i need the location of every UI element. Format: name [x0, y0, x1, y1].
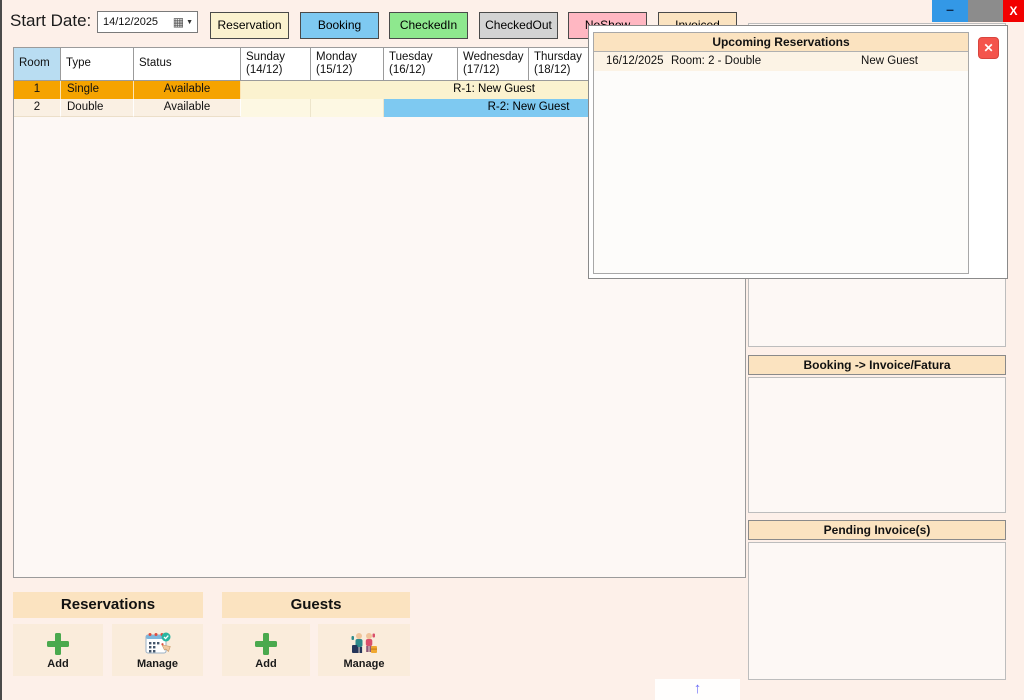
- maximize-button[interactable]: [968, 0, 1003, 22]
- button-label: Add: [255, 657, 277, 670]
- popup-close-button[interactable]: ✕: [978, 37, 999, 59]
- window-left-border: [0, 0, 2, 700]
- column-header-monday: Monday (15/12): [311, 48, 384, 81]
- day-cell[interactable]: [311, 99, 384, 117]
- room-number-cell[interactable]: 2: [14, 99, 61, 117]
- column-header-status: Status: [134, 48, 241, 81]
- room-schedule-panel: Room Type Status Sunday (14/12) Monday (15…: [13, 47, 747, 578]
- manage-reservations-button[interactable]: Manage: [112, 624, 203, 676]
- upcoming-reservations-popup: Upcoming Reservations 16/12/2025 Room: 2…: [588, 25, 1008, 279]
- add-reservation-button[interactable]: Add: [13, 624, 103, 676]
- column-header-tuesday: Tuesday (16/12): [384, 48, 458, 81]
- list-item[interactable]: 16/12/2025 Room: 2 - Double New Guest: [594, 52, 968, 71]
- plus-icon: [47, 632, 69, 655]
- up-arrow-icon: ↑: [693, 680, 702, 697]
- minimize-button[interactable]: –: [932, 0, 968, 22]
- button-label: Manage: [343, 657, 385, 670]
- column-header-sunday: Sunday (14/12): [241, 48, 311, 81]
- popup-title: Upcoming Reservations: [594, 33, 968, 52]
- plus-icon: [255, 632, 277, 655]
- scroll-up-button[interactable]: ↑: [655, 679, 740, 700]
- close-button[interactable]: X: [1003, 0, 1024, 22]
- schedule-header-row: Room Type Status Sunday (14/12) Monday (15…: [14, 48, 745, 81]
- pending-invoices-header: Pending Invoice(s): [748, 520, 1006, 540]
- room-status-cell[interactable]: Available: [134, 81, 241, 99]
- reservations-section-header: Reservations: [13, 592, 203, 618]
- add-guest-button[interactable]: Add: [222, 624, 310, 676]
- booking-invoice-header: Booking -> Invoice/Fatura: [748, 355, 1006, 375]
- legend-booking-button[interactable]: Booking: [300, 12, 379, 39]
- pending-invoices-list: [748, 542, 1006, 680]
- guests-section-header: Guests: [222, 592, 410, 618]
- guests-icon: [351, 632, 377, 653]
- calendar-manage-icon: [145, 632, 171, 653]
- room-type-cell[interactable]: Double: [61, 99, 134, 117]
- upcoming-reservations-list: Upcoming Reservations 16/12/2025 Room: 2…: [593, 32, 969, 274]
- legend-checkedin-button[interactable]: CheckedIn: [389, 12, 468, 39]
- start-date-picker[interactable]: 14/12/2025 ▦ ▼: [97, 11, 198, 33]
- chevron-down-icon[interactable]: ▼: [186, 18, 193, 26]
- start-date-value[interactable]: 14/12/2025: [103, 16, 159, 28]
- room-number-cell[interactable]: 1: [14, 81, 61, 99]
- reservation-room: Room: 2 - Double: [671, 55, 762, 67]
- legend-reservation-button[interactable]: Reservation: [210, 12, 289, 39]
- calendar-icon: ▦: [172, 15, 185, 29]
- column-header-wednesday: Wednesday (17/12): [458, 48, 529, 81]
- button-label: Add: [47, 657, 69, 670]
- booking-invoice-list: [748, 377, 1006, 513]
- room-status-cell[interactable]: Available: [134, 99, 241, 117]
- legend-checkedout-button[interactable]: CheckedOut: [479, 12, 558, 39]
- button-label: Manage: [137, 657, 178, 670]
- manage-guests-button[interactable]: Manage: [318, 624, 410, 676]
- column-header-room: Room: [14, 48, 61, 81]
- reservation-date: 16/12/2025: [606, 55, 664, 67]
- room-type-cell[interactable]: Single: [61, 81, 134, 99]
- column-header-type: Type: [61, 48, 134, 81]
- start-date-label: Start Date:: [10, 11, 92, 30]
- day-cell[interactable]: [241, 99, 311, 117]
- reservation-guest: New Guest: [861, 55, 918, 67]
